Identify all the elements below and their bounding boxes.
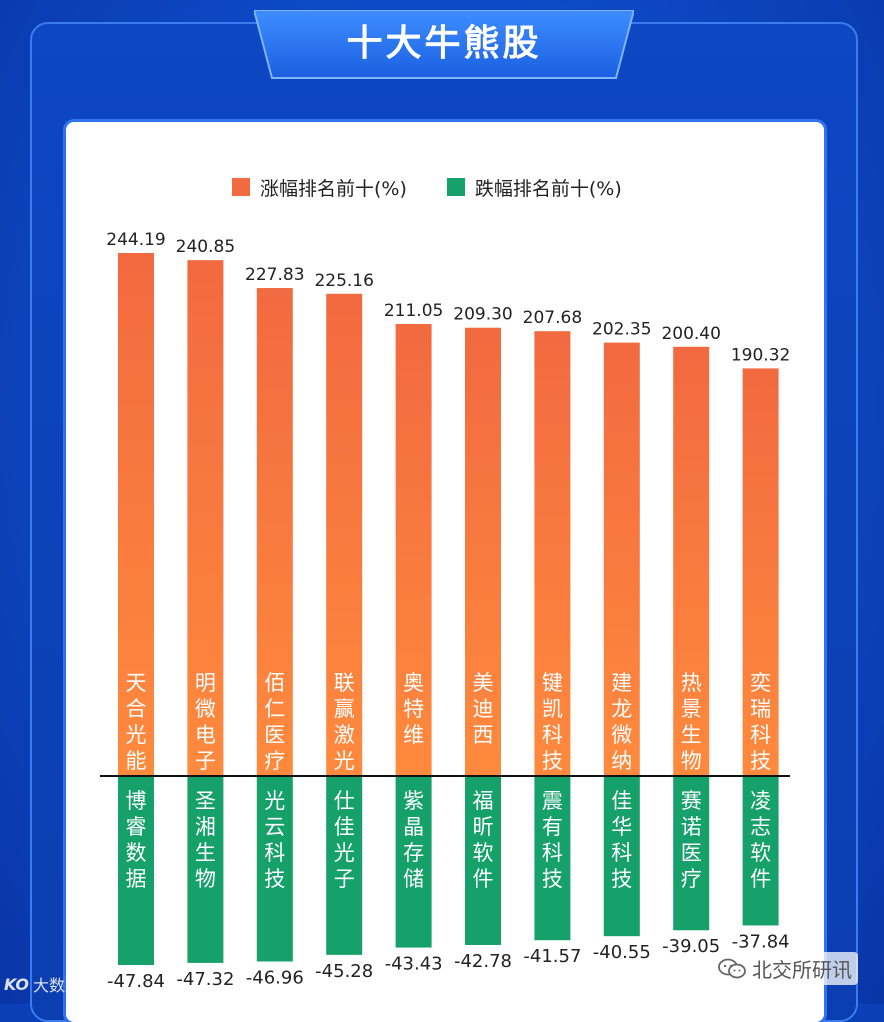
watermark-left-text: 大数跨境: [32, 976, 97, 995]
gain-value-label-7: 207.68: [523, 308, 582, 328]
gain-stock-label-6: 美迪西: [473, 671, 494, 747]
gain-value-label-5: 211.05: [384, 301, 443, 321]
loss-bar-10: [742, 776, 779, 926]
legend-label-loss: 跌幅排名前十(%): [474, 177, 622, 200]
loss-value-label-2: -47.32: [176, 969, 234, 990]
loss-stock-label-3: 光云科技: [264, 789, 285, 891]
loss-stock-label-9: 赛诺医疗: [681, 789, 702, 891]
loss-stock-label-4: 仕佳光子: [334, 789, 355, 891]
gain-bar-6: [465, 327, 501, 776]
loss-bar-4: [326, 776, 363, 955]
watermark-right-text: 北交所研讯: [752, 958, 852, 982]
gain-value-label-8: 202.35: [592, 320, 651, 340]
loss-value-label-3: -46.96: [246, 967, 304, 988]
loss-bar-7: [534, 776, 571, 941]
title-banner-shape: [252, 9, 636, 79]
gain-value-label-6: 209.30: [453, 305, 512, 325]
legend-swatch-loss: [446, 178, 465, 196]
loss-value-label-9: -39.05: [662, 936, 720, 957]
watermark-left: KO 大数跨境: [4, 972, 97, 996]
gain-stock-label-10: 奕瑞科技: [750, 671, 771, 773]
gain-value-label-1: 244.19: [106, 230, 165, 250]
gain-bar-10: [742, 368, 779, 776]
chart-legend: 涨幅排名前十(%) 跌幅排名前十(%): [232, 174, 622, 200]
gain-bar-5: [395, 323, 432, 776]
gain-stock-label-5: 奥特维: [403, 671, 424, 747]
gain-value-label-10: 190.32: [731, 345, 790, 365]
gain-stock-label-8: 建龙微纳: [611, 671, 632, 773]
loss-bar-8: [603, 776, 640, 937]
gain-stock-label-1: 天合光能: [126, 671, 147, 773]
loss-value-label-4: -45.28: [315, 961, 373, 982]
loss-bar-9: [673, 776, 710, 931]
loss-stock-label-7: 震有科技: [542, 789, 563, 891]
gain-bar-4: [326, 293, 363, 776]
loss-bar-6: [465, 776, 501, 945]
gain-stock-label-4: 联赢激光: [334, 671, 355, 773]
title-banner: 十大牛熊股: [252, 9, 636, 80]
loss-value-label-6: -42.78: [454, 951, 512, 972]
legend-label-gain: 涨幅排名前十(%): [260, 177, 407, 200]
watermark-logo: KO: [4, 974, 29, 994]
gain-bar-9: [673, 346, 710, 776]
gain-bar-2: [187, 260, 224, 776]
watermark-right: 北交所研讯: [712, 952, 858, 985]
loss-stock-label-5: 紫晶存储: [403, 789, 424, 891]
loss-value-label-8: -40.55: [593, 942, 651, 963]
wechat-icon: [718, 958, 746, 980]
loss-bar-5: [395, 776, 432, 948]
loss-bar-2: [187, 776, 224, 963]
loss-stock-label-10: 凌志软件: [750, 789, 771, 891]
loss-bar-3: [256, 776, 293, 962]
gain-value-label-2: 240.85: [176, 237, 235, 257]
gain-bar-7: [534, 331, 571, 776]
loss-value-label-10: -37.84: [732, 931, 790, 952]
loss-bar-1: [118, 776, 154, 965]
loss-value-label-5: -43.43: [385, 954, 443, 975]
gain-bar-3: [256, 288, 293, 776]
legend-swatch-gain: [232, 178, 250, 196]
loss-stock-label-1: 博睿数据: [126, 789, 147, 891]
loss-stock-label-6: 福昕软件: [473, 789, 494, 891]
loss-value-label-7: -41.57: [523, 946, 581, 967]
gain-stock-label-7: 键凯科技: [542, 671, 563, 773]
gain-bar-1: [118, 253, 154, 776]
page-title: 十大牛熊股: [346, 23, 542, 64]
gain-value-label-4: 225.16: [314, 271, 373, 291]
loss-value-label-1: -47.84: [107, 971, 165, 992]
gain-bar-8: [603, 342, 640, 776]
legend-item-loss: 跌幅排名前十(%): [446, 174, 622, 201]
gain-stock-label-3: 佰仁医疗: [264, 671, 285, 773]
loss-stock-label-8: 佳华科技: [611, 789, 632, 891]
gain-stock-label-2: 明微电子: [195, 671, 216, 773]
gain-value-label-3: 227.83: [245, 265, 304, 285]
gain-stock-label-9: 热景生物: [681, 671, 702, 773]
gain-value-label-9: 200.40: [661, 324, 720, 344]
loss-stock-label-2: 圣湘生物: [195, 789, 216, 891]
legend-item-gain: 涨幅排名前十(%): [232, 174, 407, 201]
